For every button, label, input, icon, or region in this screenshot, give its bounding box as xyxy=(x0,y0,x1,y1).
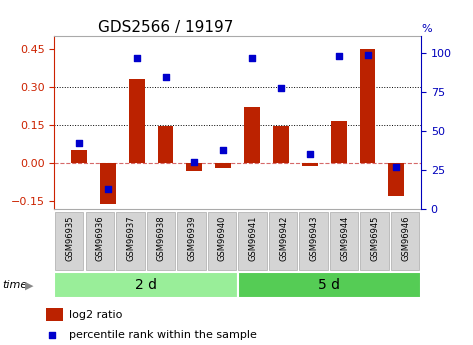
Text: time: time xyxy=(2,280,27,290)
Text: percentile rank within the sample: percentile rank within the sample xyxy=(69,329,257,339)
Text: GDS2566 / 19197: GDS2566 / 19197 xyxy=(98,20,234,35)
Text: GSM96936: GSM96936 xyxy=(96,215,105,261)
FancyBboxPatch shape xyxy=(238,211,267,270)
Bar xyxy=(129,79,145,163)
Bar xyxy=(158,126,174,163)
FancyBboxPatch shape xyxy=(177,211,206,270)
Text: GSM96940: GSM96940 xyxy=(218,215,227,261)
Text: %: % xyxy=(421,24,431,34)
Point xyxy=(375,241,382,247)
Point xyxy=(104,186,112,191)
Text: GSM96944: GSM96944 xyxy=(340,215,349,261)
Point xyxy=(133,55,140,61)
FancyBboxPatch shape xyxy=(391,211,420,270)
Text: ▶: ▶ xyxy=(25,280,34,290)
Text: GSM96943: GSM96943 xyxy=(309,215,318,261)
Text: GSM96938: GSM96938 xyxy=(157,215,166,261)
Text: GSM96942: GSM96942 xyxy=(279,215,288,261)
Bar xyxy=(359,49,376,163)
Bar xyxy=(46,308,63,322)
Point xyxy=(277,85,285,90)
FancyBboxPatch shape xyxy=(116,211,145,270)
Point xyxy=(393,164,400,169)
Text: GSM96939: GSM96939 xyxy=(187,215,196,261)
Text: GSM96946: GSM96946 xyxy=(401,215,410,261)
FancyBboxPatch shape xyxy=(86,211,114,270)
Text: 5 d: 5 d xyxy=(318,278,341,292)
Text: GSM96945: GSM96945 xyxy=(371,215,380,261)
Point xyxy=(219,147,227,152)
FancyBboxPatch shape xyxy=(55,211,83,270)
FancyBboxPatch shape xyxy=(147,211,175,270)
FancyBboxPatch shape xyxy=(269,211,297,270)
Text: GSM96937: GSM96937 xyxy=(126,215,135,261)
FancyBboxPatch shape xyxy=(208,211,236,270)
FancyBboxPatch shape xyxy=(330,211,359,270)
Point xyxy=(248,55,256,61)
Text: GSM96941: GSM96941 xyxy=(248,215,257,261)
Point xyxy=(162,74,169,79)
Bar xyxy=(388,163,404,196)
Bar xyxy=(186,163,202,171)
Point xyxy=(306,151,314,157)
Point xyxy=(364,52,371,58)
Text: GSM96935: GSM96935 xyxy=(65,215,74,261)
Bar xyxy=(244,107,260,163)
Point xyxy=(191,159,198,165)
Text: log2 ratio: log2 ratio xyxy=(69,310,123,320)
Bar xyxy=(302,163,318,166)
Point xyxy=(335,54,342,59)
Bar xyxy=(71,150,87,163)
FancyBboxPatch shape xyxy=(299,211,328,270)
Bar xyxy=(100,163,116,204)
Bar xyxy=(331,121,347,163)
Text: 2 d: 2 d xyxy=(135,278,157,292)
Bar xyxy=(54,272,237,298)
Point xyxy=(75,141,83,146)
FancyBboxPatch shape xyxy=(360,211,389,270)
Bar xyxy=(215,163,231,168)
Bar xyxy=(237,272,421,298)
Bar xyxy=(273,126,289,163)
